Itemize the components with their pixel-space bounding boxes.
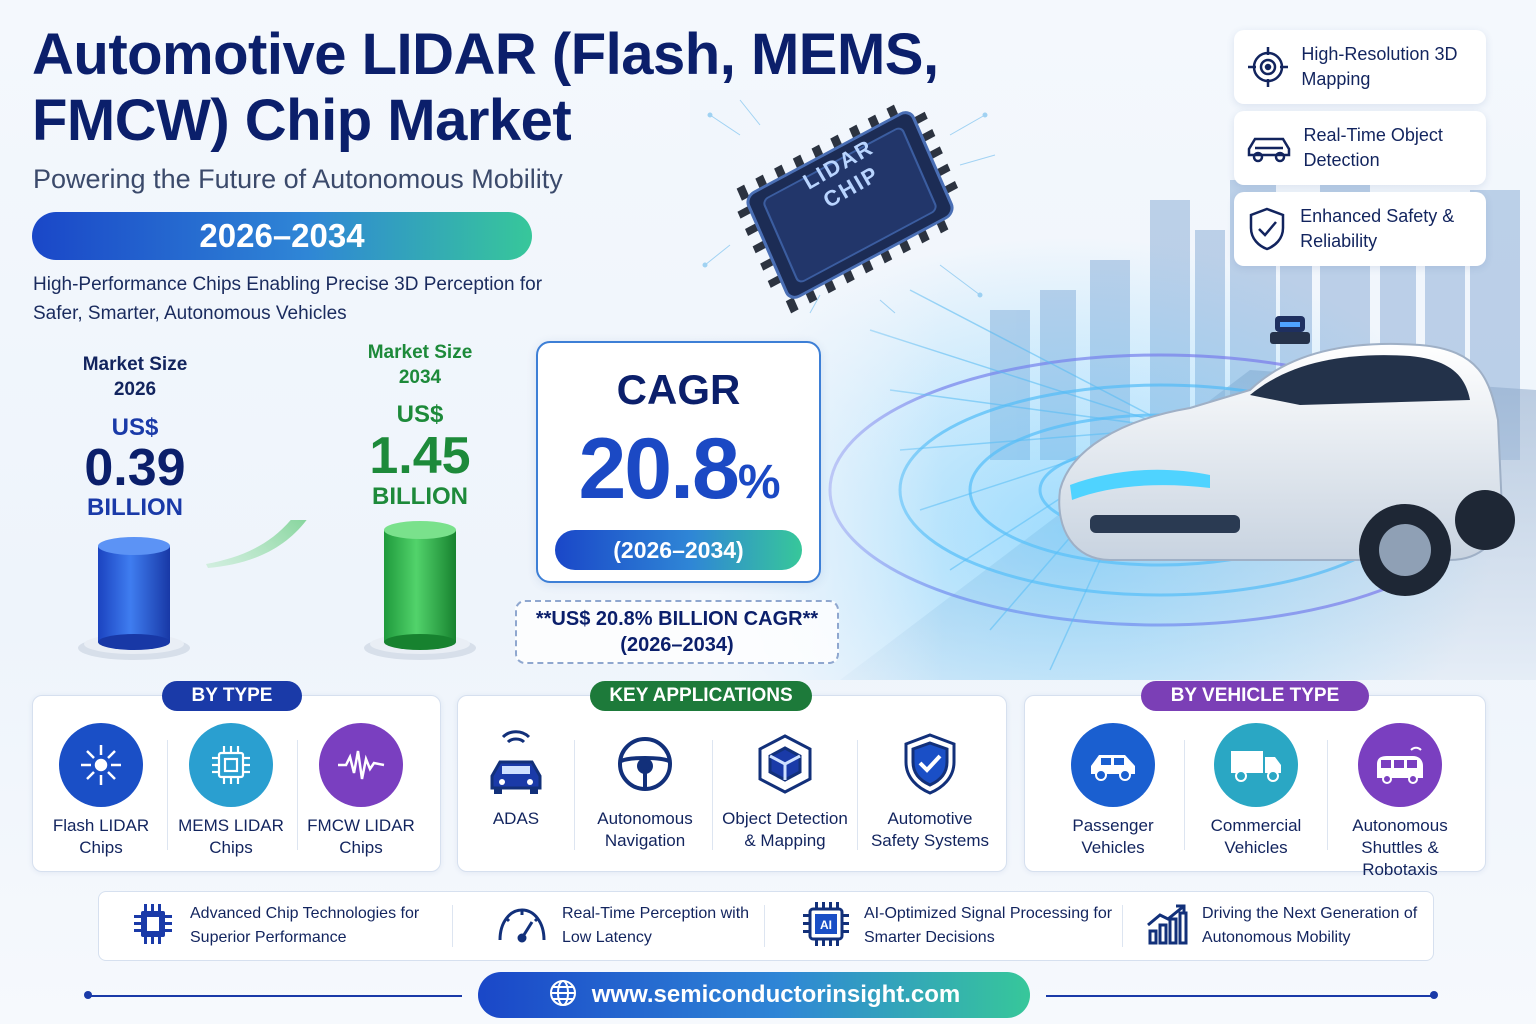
cagr-note-line2: (2026–2034) xyxy=(620,634,734,656)
application-item-safety: Automotive Safety Systems xyxy=(862,728,998,852)
cagr-title: CAGR xyxy=(616,366,741,413)
application-label: Automotive Safety Systems xyxy=(870,809,990,850)
flash-burst-icon xyxy=(59,723,143,807)
feature-text: Enhanced Safety & Reliability xyxy=(1300,206,1455,251)
feature-card-safety: Enhanced Safety & Reliability xyxy=(1234,192,1486,266)
cagr-note-box xyxy=(515,600,839,664)
benefit-text: Real-Time Perception with Low Latency xyxy=(562,905,750,946)
website-link[interactable]: www.semiconductorinsight.com xyxy=(478,972,1030,1018)
application-item-navigation: Autonomous Navigation xyxy=(580,728,710,852)
lidar-chip-illustration xyxy=(702,99,996,314)
car-icon xyxy=(1234,131,1304,165)
target-icon xyxy=(1234,45,1301,89)
market-size-2026-value: 0.39 xyxy=(84,439,186,497)
market-growth-illustration xyxy=(78,520,476,660)
chip-icon xyxy=(128,901,178,952)
market-size-2034-label: Market Size 2034 xyxy=(367,342,473,388)
benefit-item: AI AI-Optimized Signal Processing for Sm… xyxy=(800,901,1120,951)
benefits-strip xyxy=(98,891,1434,961)
vehicle-label: Passenger Vehicles xyxy=(1072,816,1154,857)
growth-chart-icon xyxy=(1146,903,1190,950)
footer-line xyxy=(1046,995,1434,997)
by-type-title: BY TYPE xyxy=(162,681,302,711)
shuttle-icon xyxy=(1358,723,1442,807)
truck-icon xyxy=(1214,723,1298,807)
divider xyxy=(452,905,453,947)
footer-line xyxy=(88,995,462,997)
shield-check-icon xyxy=(862,728,998,800)
ai-chip-icon: AI xyxy=(800,900,852,953)
application-item-object-detection: Object Detection & Mapping xyxy=(716,728,854,852)
applications-title: KEY APPLICATIONS xyxy=(590,681,812,711)
vehicle-label: Commercial Vehicles xyxy=(1210,816,1302,857)
market-size-2026-label: Market Size 2026 xyxy=(82,354,188,400)
tagline: High-Performance Chips Enabling Precise … xyxy=(33,274,543,324)
benefit-text: Advanced Chip Technologies for Superior … xyxy=(190,905,420,946)
type-item-flash: Flash LIDAR Chips xyxy=(40,723,162,859)
cagr-number: 20.8 xyxy=(578,421,739,517)
waveform-icon xyxy=(319,723,403,807)
type-label: Flash LIDAR Chips xyxy=(52,816,150,857)
svg-text:AI: AI xyxy=(820,918,832,932)
benefit-item: Advanced Chip Technologies for Superior … xyxy=(128,901,448,951)
divider xyxy=(857,740,858,850)
speedometer-icon xyxy=(494,904,550,949)
connected-car-icon xyxy=(470,728,562,800)
divider xyxy=(764,905,765,947)
market-size-2034-unit: BILLION xyxy=(372,483,468,510)
market-size-2026-unit: BILLION xyxy=(87,494,183,521)
benefit-text: Driving the Next Generation of Autonomou… xyxy=(1202,905,1418,946)
divider xyxy=(574,740,575,850)
benefit-text: AI-Optimized Signal Processing for Smart… xyxy=(864,905,1113,946)
website-url: www.semiconductorinsight.com xyxy=(591,981,961,1008)
application-label: ADAS xyxy=(492,809,540,828)
vehicle-label: Autonomous Shuttles & Robotaxis xyxy=(1352,816,1448,879)
by-vehicle-title: BY VEHICLE TYPE xyxy=(1141,681,1369,711)
application-label: Object Detection & Mapping xyxy=(722,809,848,850)
type-label: FMCW LIDAR Chips xyxy=(307,816,415,857)
cagr-value: 20.8% xyxy=(536,420,821,519)
feature-card-detection: Real-Time Object Detection xyxy=(1234,111,1486,185)
type-label: MEMS LIDAR Chips xyxy=(178,816,284,857)
vehicle-item-passenger: Passenger Vehicles xyxy=(1042,723,1184,859)
divider xyxy=(297,740,298,850)
globe-icon xyxy=(548,978,578,1013)
passenger-car-icon xyxy=(1071,723,1155,807)
benefit-item: Driving the Next Generation of Autonomou… xyxy=(1146,901,1430,951)
vehicle-item-commercial: Commercial Vehicles xyxy=(1186,723,1326,859)
benefit-item: Real-Time Perception with Low Latency xyxy=(494,901,754,951)
divider xyxy=(1122,905,1123,947)
vehicle-item-shuttle: Autonomous Shuttles & Robotaxis xyxy=(1330,723,1470,881)
cagr-percent-sign: % xyxy=(737,456,781,509)
cube-icon xyxy=(716,728,854,800)
page-title: Automotive LIDAR (Flash, MEMS, FMCW) Chi… xyxy=(32,22,939,153)
period-badge: 2026–2034 xyxy=(32,212,532,260)
application-item-adas: ADAS xyxy=(470,728,562,830)
feature-card-mapping: High-Resolution 3D Mapping xyxy=(1234,30,1486,104)
type-item-fmcw: FMCW LIDAR Chips xyxy=(300,723,422,859)
divider xyxy=(712,740,713,850)
application-label: Autonomous Navigation xyxy=(597,809,693,850)
divider xyxy=(1327,740,1328,850)
market-size-2034-currency: US$ xyxy=(396,401,444,428)
mems-chip-icon xyxy=(189,723,273,807)
market-size-2026-currency: US$ xyxy=(111,414,159,441)
feature-text: High-Resolution 3D Mapping xyxy=(1301,44,1458,89)
footer-dot xyxy=(1430,991,1438,999)
market-size-2034-value: 1.45 xyxy=(369,427,471,485)
steering-wheel-icon xyxy=(580,728,710,800)
page-subtitle: Powering the Future of Autonomous Mobili… xyxy=(33,164,563,194)
divider xyxy=(1184,740,1185,850)
shield-check-icon xyxy=(1234,206,1300,252)
type-item-mems: MEMS LIDAR Chips xyxy=(170,723,292,859)
cagr-period-badge: (2026–2034) xyxy=(555,530,802,570)
feature-text: Real-Time Object Detection xyxy=(1303,125,1443,170)
cagr-note-line1: **US$ 20.8% BILLION CAGR** xyxy=(535,608,819,630)
divider xyxy=(167,740,168,850)
